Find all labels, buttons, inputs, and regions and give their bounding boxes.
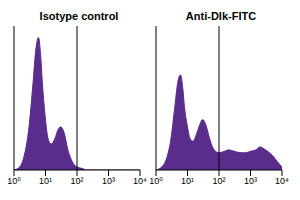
svg-text:10⁰: 10⁰ bbox=[150, 176, 163, 186]
svg-text:10¹: 10¹ bbox=[39, 176, 52, 186]
svg-text:10²: 10² bbox=[70, 176, 83, 186]
svg-text:10⁰: 10⁰ bbox=[8, 176, 21, 186]
svg-text:10³: 10³ bbox=[244, 176, 257, 186]
html-text:Isotype control: Isotype control bbox=[39, 10, 119, 22]
html-text:Anti-Dlk-FITC: Anti-Dlk-FITC bbox=[185, 10, 257, 22]
svg-text:10²: 10² bbox=[212, 176, 225, 186]
svg-text:10³: 10³ bbox=[102, 176, 115, 186]
svg-text:10¹: 10¹ bbox=[181, 176, 194, 186]
svg-text:10⁴: 10⁴ bbox=[275, 176, 289, 186]
svg-text:10⁴: 10⁴ bbox=[133, 176, 147, 186]
